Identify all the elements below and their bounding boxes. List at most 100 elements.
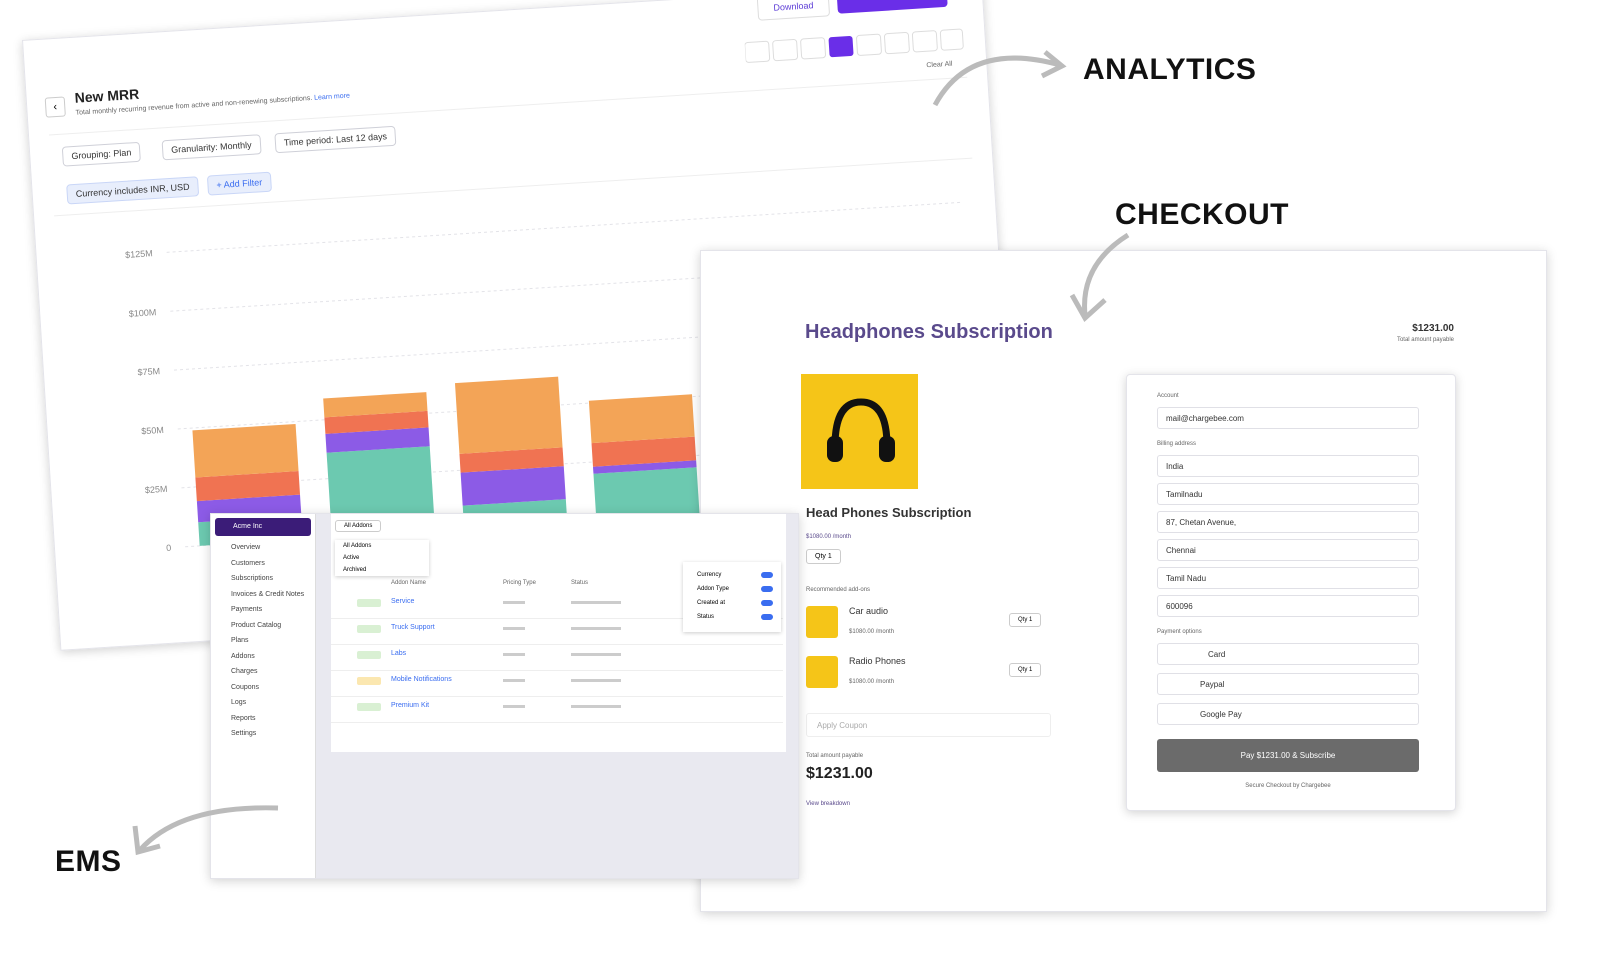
dropdown-item[interactable]: Active [343, 555, 360, 561]
menu-item[interactable]: Coupons [231, 683, 260, 691]
addons-title: Recommended add-ons [806, 587, 871, 593]
product-price: $1080.00 /month [806, 534, 852, 540]
filter-select[interactable]: All Addons [335, 520, 382, 532]
country-select[interactable]: India [1157, 455, 1419, 477]
coupon-input[interactable]: Apply Coupon [806, 713, 1051, 737]
menu-item[interactable]: Subscriptions [231, 575, 274, 582]
address-input[interactable]: Tamilnadu [1157, 483, 1419, 505]
menu-item[interactable]: Logs [231, 699, 247, 706]
row-cell [503, 679, 525, 682]
address-input[interactable]: 87, Chetan Avenue, [1157, 511, 1419, 533]
menu-item[interactable]: Charges [231, 668, 258, 675]
row-link[interactable]: Service [391, 598, 415, 605]
bar-segment [591, 436, 697, 467]
breakdown-link[interactable]: View breakdown [806, 801, 850, 807]
menu-item[interactable]: Customers [231, 559, 265, 567]
org-header: Acme Inc [215, 518, 311, 536]
section-label: CHECKOUT [1115, 198, 1289, 231]
menu-item[interactable]: Invoices & Credit Notes [231, 590, 305, 598]
bar-segment [592, 460, 697, 474]
menu-item[interactable]: Payments [231, 606, 263, 613]
row-cell [571, 679, 621, 682]
email-input[interactable]: mail@chargebee.com [1157, 407, 1419, 429]
row-cell [571, 653, 621, 656]
y-tick-label: 0 [166, 543, 172, 553]
row-cell [571, 705, 621, 708]
y-tick-label: $50M [141, 425, 164, 436]
menu-item[interactable]: Addons [231, 652, 255, 660]
toggle-row: Created at [683, 596, 781, 610]
toggle-switch[interactable] [761, 572, 773, 578]
arrowhead [1069, 293, 1107, 322]
menu-item[interactable]: Overview [231, 544, 261, 551]
row-link[interactable]: Labs [391, 650, 407, 657]
table-row: Mobile Notifications [331, 670, 783, 697]
table-row: Service [331, 592, 783, 619]
dropdown-item[interactable]: Archived [343, 567, 367, 573]
addon-price: $1080.00 /month [849, 679, 895, 685]
section-label: EMS [55, 845, 122, 878]
addon-icon [806, 656, 838, 688]
address-input[interactable]: 600096 [1157, 595, 1419, 617]
ems-content: All Addons All Addons Active Archived Pr… [331, 514, 786, 752]
toggle-switch[interactable] [761, 600, 773, 606]
dropdown-item[interactable]: All Addons [343, 543, 372, 549]
row-link[interactable]: Premium Kit [391, 702, 430, 709]
menu-item[interactable]: Settings [231, 730, 257, 737]
toggle-switch[interactable] [761, 586, 773, 592]
arrowhead [1040, 50, 1067, 79]
bar-segment [588, 394, 695, 444]
addon-price: $1080.00 /month [849, 629, 895, 635]
total-label: Total amount payable [806, 753, 864, 759]
toggle-switch[interactable] [761, 614, 773, 620]
product-image [801, 374, 918, 489]
table-row: Labs [331, 644, 783, 671]
bar-segment [593, 467, 700, 521]
chart-toolbar [744, 27, 965, 65]
address-input[interactable]: Tamil Nadu [1157, 567, 1419, 589]
pay-button[interactable]: Pay $1231.00 & Subscribe [1157, 739, 1419, 772]
product-qty[interactable]: Qty 1 [806, 549, 841, 564]
bar-segment [192, 423, 299, 478]
addon-name: Car audio [849, 606, 889, 616]
row-link[interactable]: Mobile Notifications [391, 676, 452, 683]
status-pill [357, 677, 381, 685]
checkout-title: Headphones Subscription [805, 321, 1053, 343]
toggle-label: Created at [697, 600, 726, 606]
toggle-row: Addon Type [683, 582, 781, 596]
bar-segment [323, 392, 428, 418]
menu-item[interactable]: Product Catalog [231, 621, 282, 629]
table-row: Truck Support [331, 618, 783, 645]
header-total-label: Total amount payable [1396, 337, 1454, 343]
column-header: Pricing Type [503, 580, 536, 586]
addon-qty[interactable]: Qty 1 [1009, 663, 1042, 677]
dropdown: All Addons Active Archived [335, 540, 429, 576]
ems-panel: Acme Inc Overview Customers Subscriptions I… [210, 513, 799, 879]
billing-label: Billing address [1157, 441, 1197, 447]
addon-name: Radio Phones [849, 656, 906, 666]
row-link[interactable]: Truck Support [391, 624, 435, 631]
row-cell [503, 601, 525, 604]
address-input[interactable]: Chennai [1157, 539, 1419, 561]
section-label: ANALYTICS [1083, 53, 1257, 86]
payment-option[interactable]: Card [1157, 643, 1419, 665]
column-toggle-menu: Currency Addon Type Created at Status [683, 562, 781, 632]
payment-option[interactable]: Google Pay [1157, 703, 1419, 725]
menu-item[interactable]: Plans [231, 637, 249, 644]
bar-segment [195, 471, 301, 502]
toggle-row: Status [683, 610, 781, 624]
bar-segment [459, 447, 564, 473]
addon-qty[interactable]: Qty 1 [1009, 613, 1042, 627]
menu-item[interactable]: Reports [231, 714, 256, 722]
payment-option[interactable]: Paypal [1157, 673, 1419, 695]
arrow [1082, 232, 1130, 316]
payment-label: Payment options [1157, 629, 1202, 635]
table-row: Premium Kit [331, 696, 783, 723]
bar-segment [325, 427, 430, 453]
header-total: $1231.00 [1412, 323, 1454, 334]
row-cell [503, 627, 525, 630]
arrowhead [132, 825, 161, 856]
column-header: Status [571, 580, 589, 586]
toggle-row: Currency [683, 568, 781, 582]
